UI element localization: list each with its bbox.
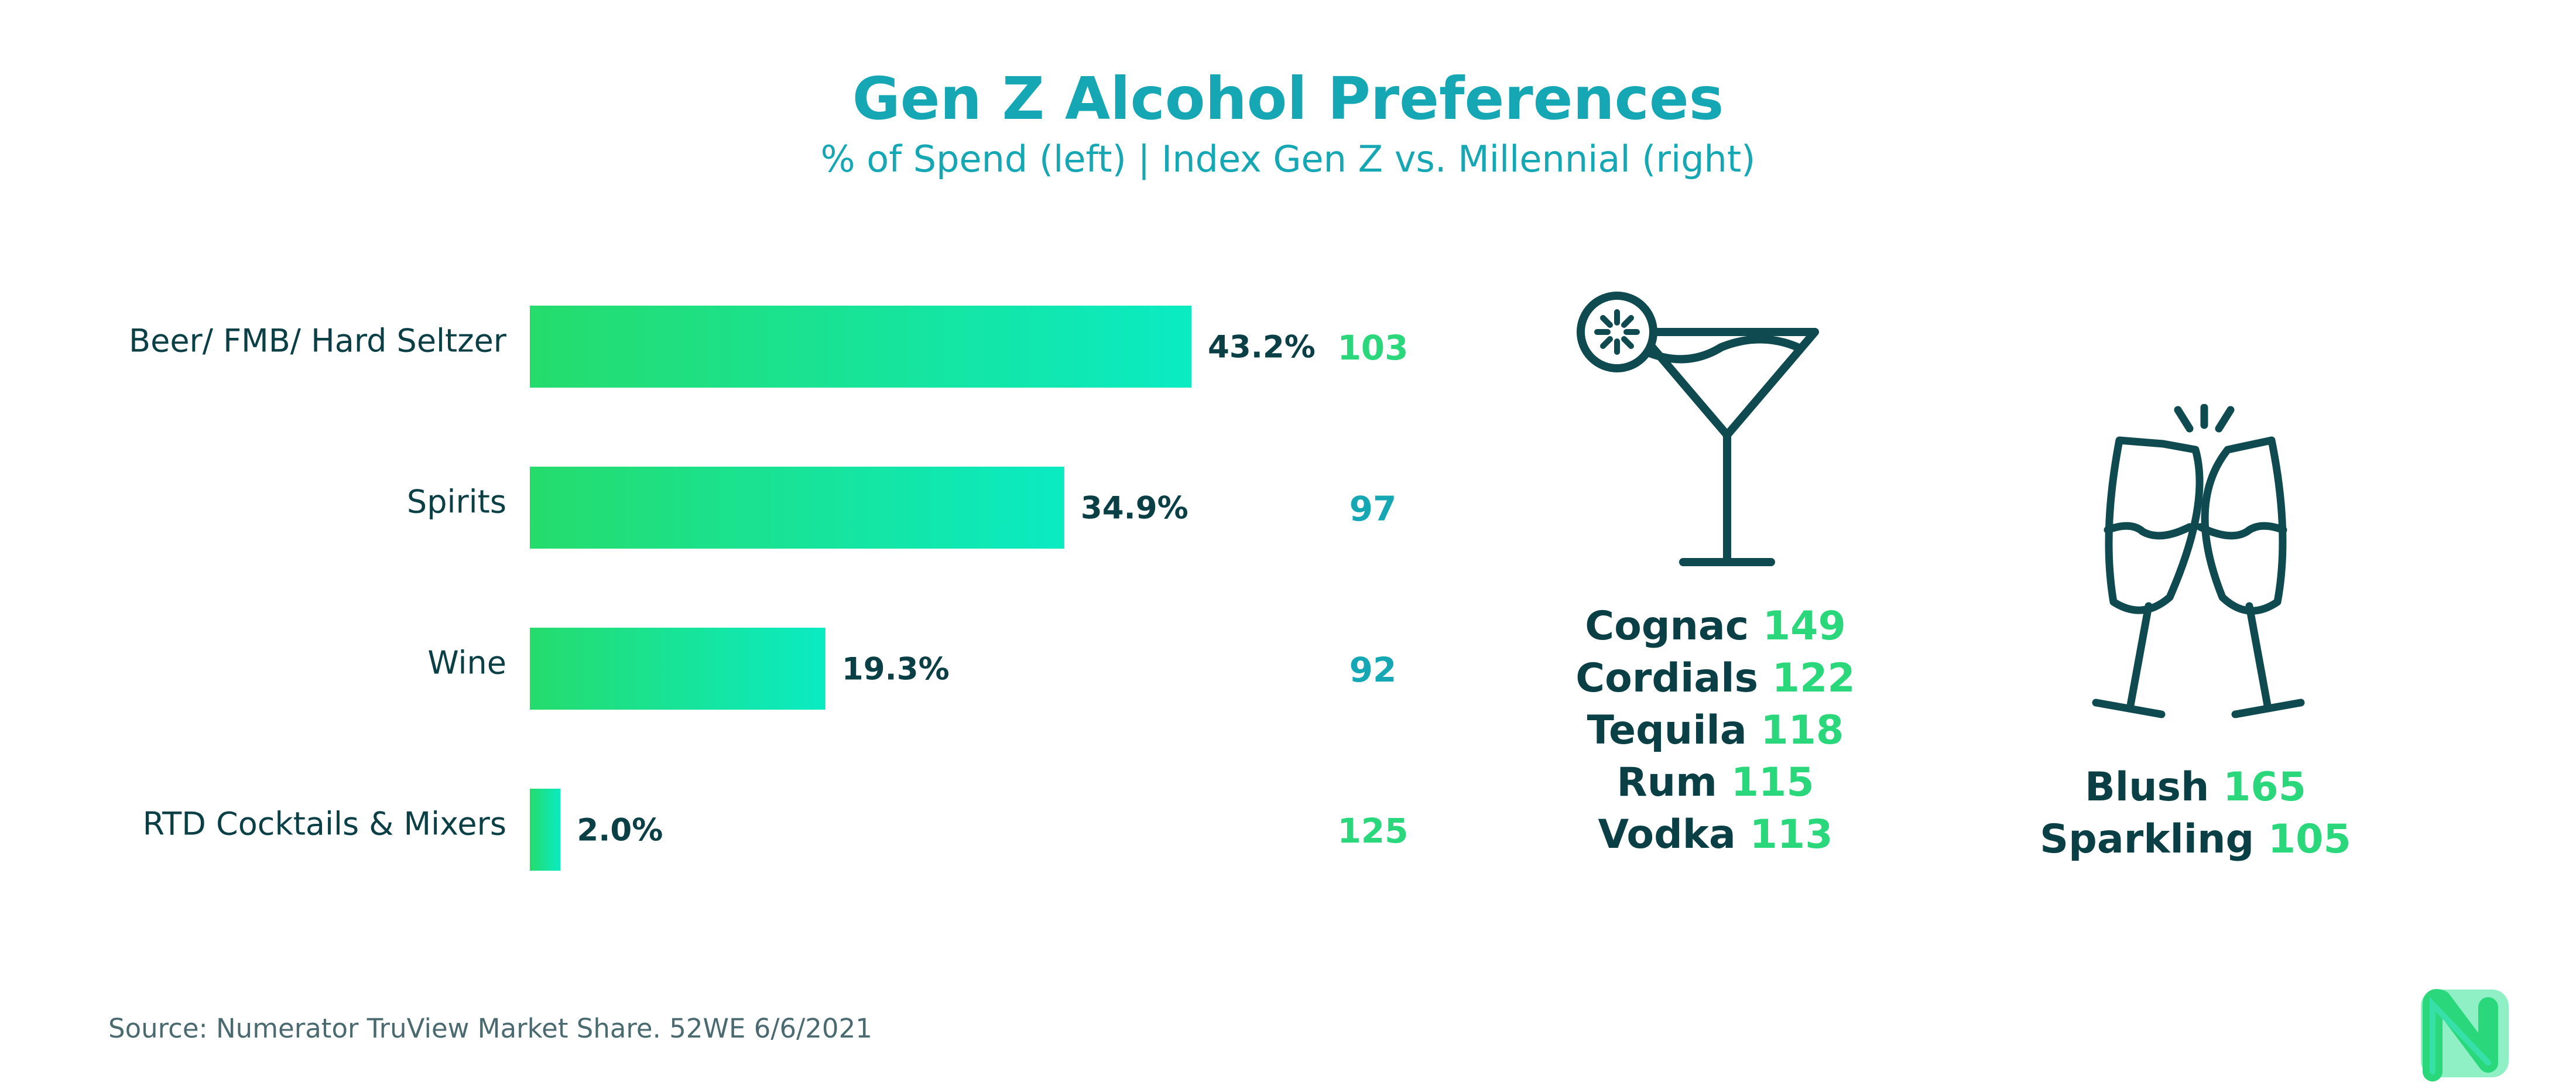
bar (530, 789, 561, 871)
value-label: 2.0% (577, 813, 663, 848)
value-label: 19.3% (842, 652, 950, 687)
source-note: Source: Numerator TruView Market Share. … (108, 1013, 872, 1044)
champagne-toast-icon (2092, 404, 2305, 718)
category-label: RTD Cocktails & Mixers (143, 806, 506, 843)
list-item: Cordials 122 (1575, 655, 1855, 701)
bar (530, 628, 825, 710)
list-item: Blush 165 (2084, 764, 2307, 810)
bar (530, 467, 1064, 549)
list-item: Rum 115 (1616, 759, 1814, 806)
category-label: Spirits (407, 484, 506, 521)
chart-subtitle: % of Spend (left) | Index Gen Z vs. Mill… (820, 138, 1756, 180)
cocktail-glass-icon (1577, 292, 1819, 566)
list-item: Cognac 149 (1585, 603, 1846, 649)
value-label: 43.2% (1208, 330, 1316, 365)
chart-title: Gen Z Alcohol Preferences (852, 64, 1724, 133)
spirits-index-list: Cognac 149 Cordials 122 Tequila 118 Rum … (1557, 600, 1873, 861)
index-label: 92 (1349, 650, 1397, 690)
list-item: Vodka 113 (1598, 812, 1833, 858)
index-label: 103 (1337, 328, 1408, 368)
list-item: Tequila 118 (1587, 707, 1844, 754)
numerator-n-logo-icon (2421, 989, 2509, 1081)
category-label: Beer/ FMB/ Hard Seltzer (129, 323, 507, 360)
value-label: 34.9% (1081, 491, 1188, 526)
wine-index-list: Blush 165 Sparkling 105 (2037, 761, 2354, 865)
index-label: 97 (1349, 489, 1397, 529)
bar (530, 306, 1191, 388)
list-item: Sparkling 105 (2040, 816, 2351, 862)
spend-bar-chart: Beer/ FMB/ Hard Seltzer 43.2% 103 Spirits 34… (129, 306, 1409, 871)
index-label: 125 (1337, 811, 1408, 851)
category-label: Wine (427, 645, 506, 682)
